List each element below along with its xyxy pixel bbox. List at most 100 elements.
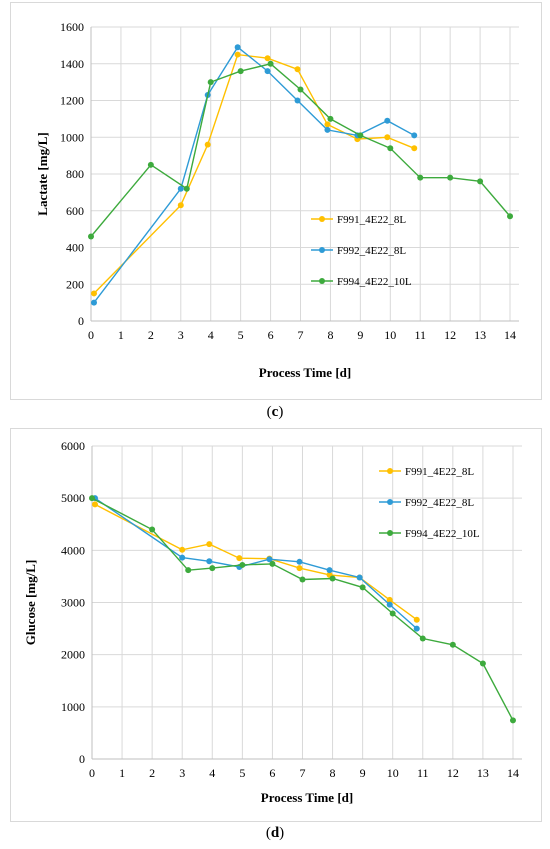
y-tick-label: 1400 [60,57,84,71]
series-line-F992_4E22_8L [94,497,418,630]
x-tick-label: 13 [474,328,486,342]
x-tick-label: 6 [268,328,274,342]
data-point-F994_4E22_10L [297,86,304,93]
data-point-F991_4E22_8L [386,596,393,603]
x-tick-label: 10 [387,766,399,780]
y-tick-label: 2000 [61,648,85,662]
y-tick-label: 0 [79,752,85,766]
y-tick-label: 800 [66,167,84,181]
legend-entry: F992_4E22_8L [311,245,406,257]
x-axis-title: Process Time [d] [261,790,353,805]
data-point-F992_4E22_8L [324,126,331,133]
y-tick-label: 6000 [61,439,85,453]
x-tick-label: 7 [299,766,305,780]
data-point-F994_4E22_10L [417,174,424,181]
x-tick-label: 7 [298,328,304,342]
data-point-F994_4E22_10L [88,233,94,240]
legend-label: F994_4E22_10L [405,528,480,540]
x-axis-title: Process Time [d] [259,365,351,380]
data-point-F994_4E22_10L [327,115,334,122]
data-point-F994_4E22_10L [449,641,456,648]
x-tick-label: 12 [447,766,459,780]
data-point-F994_4E22_10L [329,575,336,582]
data-point-F992_4E22_8L [179,554,186,561]
x-tick-label: 4 [208,328,214,342]
data-point-F992_4E22_8L [413,625,420,632]
data-point-F994_4E22_10L [447,174,454,181]
x-tick-label: 14 [507,766,519,780]
legend-label: F994_4E22_10L [337,276,412,288]
data-point-F994_4E22_10L [207,79,214,86]
x-tick-label: 12 [444,328,456,342]
y-tick-label: 200 [66,277,84,291]
x-tick-label: 13 [477,766,489,780]
data-point-F994_4E22_10L [185,567,192,574]
y-tick-label: 3000 [61,596,85,610]
legend-label: F992_4E22_8L [405,497,474,509]
data-point-F992_4E22_8L [356,574,363,581]
data-point-F994_4E22_10L [89,495,95,502]
data-point-F994_4E22_10L [357,132,364,139]
x-tick-label: 0 [88,328,94,342]
x-tick-label: 6 [269,766,275,780]
x-tick-label: 14 [504,328,516,342]
data-point-F991_4E22_8L [234,51,241,58]
caption-d: (d) [265,825,285,841]
glucose-chart-panel: 0 1000 2000 3000 4000 5000 6000 0 1 2 3 4 5 6 7 8 9 10 11 1… [10,428,542,822]
data-point-F991_4E22_8L [413,616,420,623]
y-tick-label: 1200 [60,94,84,108]
data-point-F994_4E22_10L [269,560,276,567]
data-point-F992_4E22_8L [386,601,393,608]
data-point-F994_4E22_10L [479,660,486,667]
legend-marker [387,499,393,505]
data-point-F992_4E22_8L [266,556,273,563]
data-point-F994_4E22_10L [509,717,516,724]
x-tick-label: 3 [178,328,184,342]
legend-marker [387,468,393,474]
x-tick-label: 5 [238,328,244,342]
x-tick-label: 10 [384,328,396,342]
legend-marker [387,530,393,536]
y-axis-title: Lactate [mg/L] [35,132,50,215]
y-axis-title: Glucose [mg/L] [23,560,38,646]
data-point-F994_4E22_10L [149,526,156,533]
data-point-F994_4E22_10L [267,60,274,67]
data-point-F991_4E22_8L [204,141,211,148]
caption-c-letter: c [271,404,279,420]
series-line-F994_4E22_10L [90,63,511,237]
data-point-F994_4E22_10L [359,584,366,591]
y-tick-label: 4000 [61,543,85,557]
data-point-F991_4E22_8L [324,121,331,128]
caption-c: (c) [266,404,284,420]
data-point-F992_4E22_8L [326,567,333,574]
x-tick-label: 11 [417,766,429,780]
x-tick-label: 8 [330,766,336,780]
legend-entry: F994_4E22_10L [379,528,480,540]
y-tick-label: 1600 [60,20,84,34]
data-point-F994_4E22_10L [477,178,484,185]
data-point-F992_4E22_8L [294,97,301,104]
data-point-F994_4E22_10L [147,161,154,168]
data-point-F994_4E22_10L [209,565,216,572]
data-point-F992_4E22_8L [177,185,184,192]
legend-label: F991_4E22_8L [405,466,474,478]
data-point-F994_4E22_10L [239,561,246,568]
x-tick-label: 1 [118,328,124,342]
data-point-F991_4E22_8L [236,555,243,562]
legend-marker [319,247,325,253]
legend-marker [319,216,325,222]
x-tick-label: 5 [239,766,245,780]
data-point-F991_4E22_8L [92,501,99,508]
data-point-F994_4E22_10L [387,145,394,152]
data-point-F992_4E22_8L [206,558,213,565]
data-point-F992_4E22_8L [264,68,271,75]
data-point-F992_4E22_8L [234,44,241,51]
data-point-F991_4E22_8L [179,546,186,553]
data-point-F994_4E22_10L [237,68,244,75]
y-tick-label: 1000 [61,700,85,714]
x-tick-label: 3 [179,766,185,780]
data-point-F992_4E22_8L [384,117,391,124]
series-line-F991_4E22_8L [94,503,418,621]
x-tick-label: 8 [327,328,333,342]
